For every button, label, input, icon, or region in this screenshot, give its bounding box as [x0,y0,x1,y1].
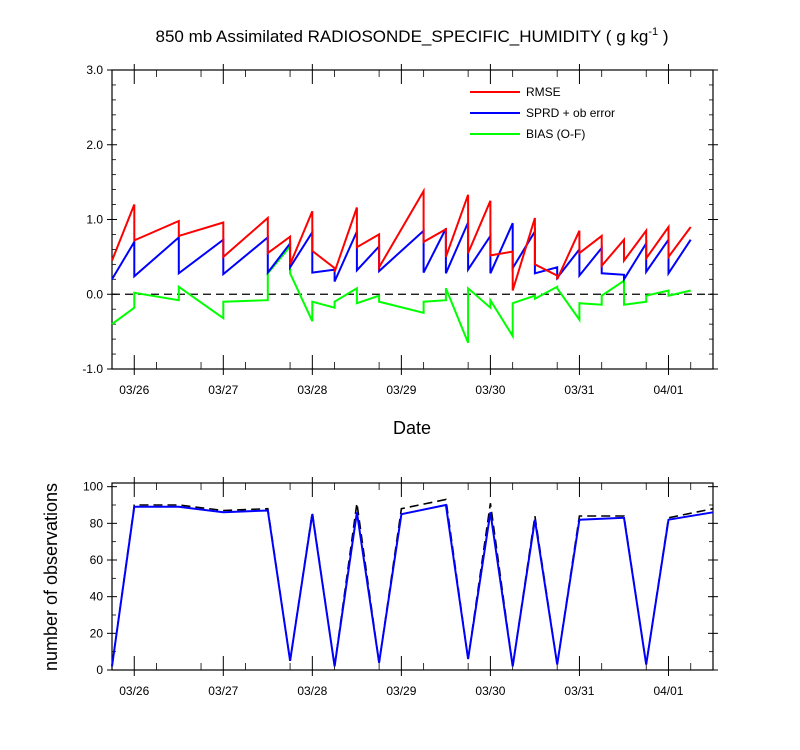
top-chart-xlabel: Date [393,418,431,438]
top-chart: -1.0 0.0 1.0 2.0 3.0 03/26 03/27 03/28 03/29 03/3… [82,63,718,397]
y-tick-label: 20 [90,626,104,640]
y-tick-label: 1.0 [86,213,103,227]
x-tick-label: 03/26 [119,684,149,698]
series-line-bias-o-f [111,243,691,344]
x-tick-label: 03/29 [386,684,416,698]
y-tick-label: 3.0 [86,63,103,77]
y-tick-label: 0.0 [86,287,103,301]
bottom-chart: 0 20 40 60 80 100 03/26 03/27 03/28 03/29 03/30 03/… [83,477,718,698]
bottom-chart-ylabel: number of observations [41,483,61,671]
y-tick-label: 40 [90,590,104,604]
x-tick-label: 04/01 [653,684,683,698]
y-tick-label: 100 [83,480,103,494]
x-tick-label: 03/27 [208,383,238,397]
y-tick-label: 60 [90,553,104,567]
y-tick-label: 0 [96,663,103,677]
x-tick-label: 03/31 [564,383,594,397]
x-tick-label: 03/27 [208,684,238,698]
x-tick-label: 04/01 [653,383,683,397]
series-line-rmse [111,187,692,291]
series-line-sprd-ob-error [111,222,692,283]
chart-title-main: 850 mb Assimilated RADIOSONDE_SPECIFIC_H… [156,27,649,46]
x-tick-label: 03/31 [564,684,594,698]
x-tick-label: 03/29 [386,383,416,397]
series-line-observations-dashed [111,498,714,667]
y-tick-label: -1.0 [82,362,103,376]
legend-label: BIAS (O-F) [526,127,585,141]
x-tick-label: 03/28 [297,684,327,698]
legend-label: SPRD + ob error [526,106,615,120]
x-tick-label: 03/30 [475,684,505,698]
x-tick-label: 03/28 [297,383,327,397]
y-tick-label: 80 [90,516,104,530]
plot-frame [111,69,714,370]
plot-frame [111,482,714,671]
y-tick-label: 2.0 [86,138,103,152]
chart-title-end: ) [658,27,668,46]
series-line-observations-blue [111,503,714,667]
chart-title: 850 mb Assimilated RADIOSONDE_SPECIFIC_H… [156,26,669,46]
x-tick-label: 03/26 [119,383,149,397]
chart-title-superscript: -1 [648,26,658,38]
legend-label: RMSE [526,85,561,99]
x-tick-label: 03/30 [475,383,505,397]
